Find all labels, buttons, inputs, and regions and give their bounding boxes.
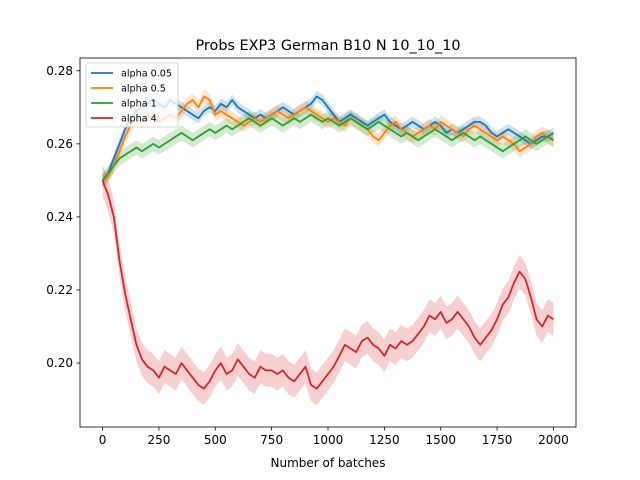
legend-label: alpha 0.05 bbox=[121, 69, 172, 80]
band-series-2 bbox=[102, 107, 554, 188]
x-tick-label: 750 bbox=[260, 433, 283, 447]
x-tick-label: 2000 bbox=[538, 433, 569, 447]
legend-label: alpha 1 bbox=[121, 99, 157, 110]
y-tick-label: 0.26 bbox=[46, 137, 73, 151]
x-tick-label: 1750 bbox=[482, 433, 513, 447]
line-series-3 bbox=[101, 180, 554, 390]
legend-label: alpha 4 bbox=[121, 114, 157, 125]
x-tick-label: 1000 bbox=[313, 433, 344, 447]
legend-label: alpha 0.5 bbox=[121, 84, 166, 95]
x-tick-label: 0 bbox=[99, 433, 107, 447]
plot-area bbox=[79, 57, 577, 428]
y-axis: 0.20 0.22 0.24 0.26 0.28 bbox=[46, 64, 80, 370]
line-series-2 bbox=[101, 113, 554, 181]
band-series-3 bbox=[102, 164, 554, 406]
chart-title: Probs EXP3 German B10 N 10_10_10 bbox=[195, 38, 460, 54]
x-axis-label: Number of batches bbox=[271, 456, 386, 470]
legend-frame bbox=[85, 62, 179, 128]
y-tick-label: 0.28 bbox=[46, 64, 73, 78]
legend: alpha 0.05 alpha 0.5 alpha 1 alpha 4 bbox=[85, 62, 179, 128]
y-tick-label: 0.24 bbox=[46, 210, 73, 224]
y-tick-label: 0.20 bbox=[46, 356, 73, 370]
y-tick-label: 0.22 bbox=[46, 283, 73, 297]
x-tick-label: 1500 bbox=[425, 433, 456, 447]
x-tick-label: 1250 bbox=[369, 433, 400, 447]
x-tick-label: 500 bbox=[204, 433, 227, 447]
x-axis: 0 250 500 750 1000 1250 1500 1750 2000 bbox=[99, 427, 569, 447]
x-tick-label: 250 bbox=[147, 433, 170, 447]
